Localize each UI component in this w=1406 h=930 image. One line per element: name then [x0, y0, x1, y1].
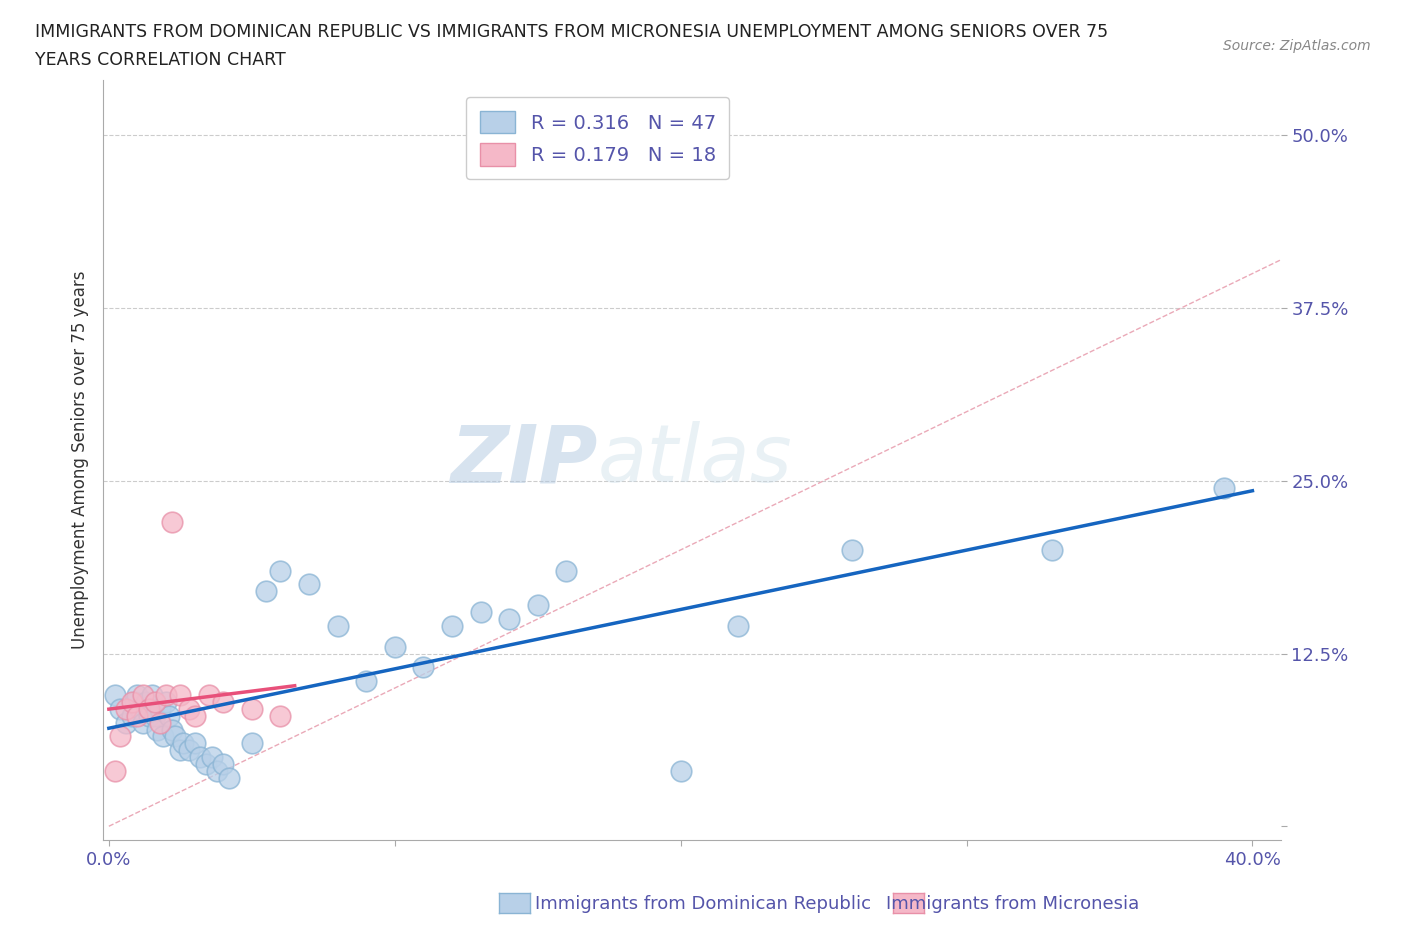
Point: [177, 701, 200, 716]
Point: [183, 736, 205, 751]
Point: [157, 709, 180, 724]
Point: [240, 736, 263, 751]
Text: Source: ZipAtlas.com: Source: ZipAtlas.com: [1223, 39, 1371, 53]
Text: Immigrants from Dominican Republic: Immigrants from Dominican Republic: [536, 895, 870, 913]
Point: [218, 770, 240, 785]
Point: [177, 743, 200, 758]
Point: [138, 709, 160, 724]
Point: [269, 564, 291, 578]
Point: [127, 687, 149, 702]
Point: [412, 660, 434, 675]
Point: [160, 722, 183, 737]
Point: [149, 715, 172, 730]
Point: [198, 687, 221, 702]
Point: [155, 687, 177, 702]
Point: [183, 709, 205, 724]
Text: IMMIGRANTS FROM DOMINICAN REPUBLIC VS IMMIGRANTS FROM MICRONESIA UNEMPLOYMENT AM: IMMIGRANTS FROM DOMINICAN REPUBLIC VS IM…: [35, 23, 1108, 41]
Point: [354, 673, 377, 688]
Point: [121, 695, 143, 710]
Point: [470, 604, 492, 619]
Legend: R = 0.316   N = 47, R = 0.179   N = 18: R = 0.316 N = 47, R = 0.179 N = 18: [467, 98, 730, 179]
Point: [110, 729, 132, 744]
Point: [155, 695, 177, 710]
Point: [124, 695, 146, 710]
Point: [207, 764, 229, 778]
Point: [188, 750, 211, 764]
Point: [526, 598, 548, 613]
Point: [298, 577, 321, 591]
Point: [129, 701, 152, 716]
Point: [163, 729, 186, 744]
Point: [841, 542, 863, 557]
Point: [135, 695, 157, 710]
Point: [727, 618, 749, 633]
Point: [160, 515, 183, 530]
Point: [169, 743, 191, 758]
Point: [555, 564, 578, 578]
Point: [1212, 480, 1234, 495]
Point: [212, 757, 235, 772]
Text: YEARS CORRELATION CHART: YEARS CORRELATION CHART: [35, 51, 285, 69]
Point: [141, 687, 163, 702]
Point: [132, 715, 155, 730]
Y-axis label: Unemployment Among Seniors over 75 years: Unemployment Among Seniors over 75 years: [72, 271, 89, 649]
Point: [440, 618, 463, 633]
Point: [146, 722, 169, 737]
Point: [132, 687, 155, 702]
Point: [121, 709, 143, 724]
Point: [149, 701, 172, 716]
Point: [110, 701, 132, 716]
Point: [669, 764, 692, 778]
Point: [152, 729, 174, 744]
Point: [115, 701, 138, 716]
Point: [212, 695, 235, 710]
Point: [1040, 542, 1063, 557]
Point: [240, 701, 263, 716]
Point: [138, 701, 160, 716]
Point: [103, 687, 125, 702]
Point: [172, 736, 194, 751]
Point: [195, 757, 218, 772]
Point: [269, 709, 291, 724]
Point: [169, 687, 191, 702]
Point: [254, 584, 277, 599]
Point: [384, 639, 406, 654]
Text: ZIP: ZIP: [450, 421, 598, 499]
Text: atlas: atlas: [598, 421, 793, 499]
Point: [498, 612, 520, 627]
Point: [127, 709, 149, 724]
Point: [143, 695, 166, 710]
Text: Immigrants from Micronesia: Immigrants from Micronesia: [886, 895, 1139, 913]
Point: [201, 750, 224, 764]
Point: [103, 764, 125, 778]
Point: [115, 715, 138, 730]
Point: [143, 709, 166, 724]
Point: [326, 618, 349, 633]
